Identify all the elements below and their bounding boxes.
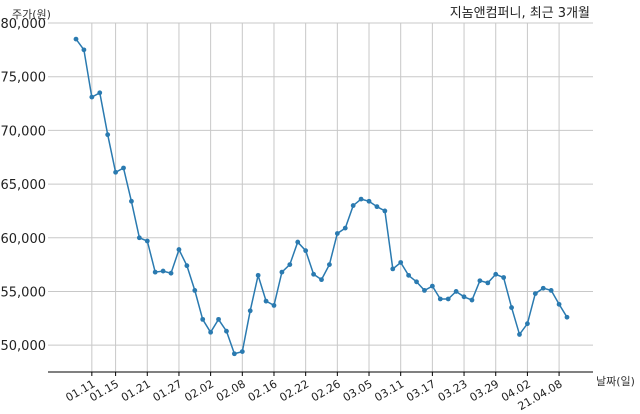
y-tick-label: 50,000 — [1, 339, 47, 354]
series-point — [144, 238, 150, 244]
x-tick-label: 02.08 — [214, 377, 248, 404]
series-point — [311, 271, 316, 277]
x-tick-label: 03.29 — [467, 377, 501, 404]
series-point — [303, 248, 309, 254]
series-point — [350, 203, 356, 208]
series-point — [390, 266, 396, 272]
x-tick-label: 02.26 — [309, 377, 343, 404]
y-tick-label: 65,000 — [1, 178, 47, 193]
x-tick-label: 03.23 — [436, 377, 470, 404]
x-tick-label: 03.11 — [372, 377, 406, 404]
y-tick-labels: 50,000 55,000 60,000 65,000 70,000 75,000 80,0… — [1, 17, 47, 354]
x-gridlines — [91, 23, 560, 376]
series-point — [548, 287, 554, 293]
series-point — [192, 287, 198, 293]
series-point — [136, 235, 142, 241]
series-point — [445, 296, 451, 302]
series-point — [556, 301, 562, 307]
series-point — [453, 289, 459, 294]
series-point — [231, 351, 237, 357]
series-point — [184, 263, 190, 269]
series-point — [517, 332, 522, 337]
series-point — [327, 262, 332, 268]
series-point — [113, 169, 118, 175]
y-tick-label: 70,000 — [1, 124, 47, 139]
series-point — [501, 275, 507, 280]
series-point — [279, 269, 285, 275]
series-point — [477, 278, 483, 284]
series-point — [216, 316, 221, 322]
series-point — [73, 36, 79, 42]
y-tick-label: 75,000 — [1, 71, 47, 86]
series-point — [493, 271, 499, 277]
series-point — [540, 285, 546, 291]
x-tick-label: 02.16 — [246, 377, 280, 404]
series-point — [532, 291, 538, 297]
series-point — [525, 321, 530, 327]
x-tick-label: 03.05 — [341, 377, 375, 404]
x-axis-title: 날짜(일) — [596, 374, 635, 388]
y-axis-title: 주가(원) — [12, 8, 51, 21]
series-point — [247, 308, 253, 314]
series-point — [239, 349, 245, 354]
series-line-price — [75, 38, 568, 355]
y-gridlines — [48, 22, 593, 346]
series-point — [564, 314, 570, 320]
x-tick-label: 01.27 — [151, 377, 185, 404]
series-point — [263, 298, 269, 304]
series-point — [334, 231, 340, 236]
series-point — [105, 132, 111, 138]
series-point — [168, 270, 174, 276]
series-point — [398, 260, 404, 265]
series-point — [422, 287, 427, 293]
series-point — [342, 225, 348, 231]
x-tick-label: 02.22 — [277, 377, 311, 404]
x-tick-label: 01.21 — [119, 377, 153, 404]
x-tick-labels: 01.1101.1501.2101.2702.0202.0802.1602.22… — [64, 377, 565, 413]
series-point — [271, 303, 277, 308]
series-point — [295, 239, 301, 245]
series-point — [81, 47, 87, 53]
x-tick-label: 03.17 — [404, 377, 438, 404]
series-point — [374, 204, 380, 210]
series-point — [152, 269, 158, 275]
y-tick-label: 80,000 — [1, 17, 47, 32]
series-point — [358, 196, 364, 202]
series-point — [97, 90, 103, 96]
series-point — [319, 277, 324, 283]
y-tick-label: 60,000 — [1, 232, 47, 247]
series-point — [224, 328, 229, 334]
series-point — [382, 208, 388, 214]
series-point — [287, 262, 293, 268]
series-point — [366, 198, 372, 204]
series-point — [485, 280, 491, 286]
series-point — [176, 247, 182, 252]
series-point — [414, 279, 419, 285]
series-point — [121, 165, 126, 171]
series-point — [160, 268, 166, 274]
x-tick-label: 02.02 — [182, 377, 216, 404]
series-point — [469, 297, 475, 303]
series-point — [437, 296, 443, 302]
series-point — [208, 329, 214, 335]
chart-title: 지놈앤컴퍼니, 최근 3개월 — [450, 6, 590, 21]
series-point — [461, 294, 467, 300]
y-tick-label: 55,000 — [1, 285, 47, 300]
series-point — [255, 272, 261, 278]
series-point — [89, 94, 95, 100]
series-point — [200, 316, 206, 322]
series-point — [129, 198, 134, 204]
series-point — [406, 272, 412, 278]
series-point — [429, 283, 435, 289]
series-point — [509, 305, 514, 310]
series-points — [73, 36, 570, 357]
